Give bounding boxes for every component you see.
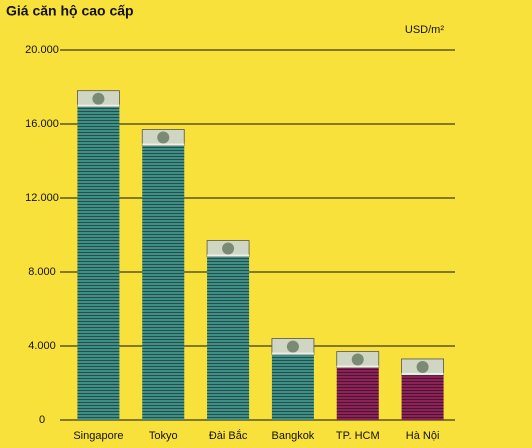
unit-label: USD/m² (405, 24, 444, 36)
bar-stripes (336, 367, 379, 420)
y-tick-label: 4.000 (28, 340, 56, 352)
chart-title: Giá căn hộ cao cấp (6, 3, 134, 19)
banknote-edge (142, 143, 185, 146)
x-tick-label: Bangkok (272, 430, 315, 442)
banknote (77, 90, 120, 108)
banknote-edge (77, 104, 120, 107)
banknote (206, 240, 250, 257)
y-tick-label: 0 (39, 414, 45, 426)
y-tick-label: 12.000 (25, 192, 59, 204)
banknote-edge (207, 254, 250, 257)
y-tick-label: 8.000 (28, 266, 56, 278)
banknote-portrait (416, 360, 429, 373)
y-tick-label: 20.000 (25, 44, 59, 56)
y-tick-label: 16.000 (25, 118, 59, 130)
bar-stripes (207, 256, 250, 420)
bar-stripes (271, 354, 314, 420)
bar-stripes (142, 145, 185, 421)
banknote (401, 358, 444, 376)
banknote (271, 338, 315, 356)
x-tick-label: Tokyo (149, 430, 178, 442)
banknote-edge (336, 365, 379, 368)
banknote (336, 351, 380, 368)
banknote-portrait (286, 340, 299, 353)
x-tick-label: TP. HCM (336, 430, 380, 442)
x-tick-label: Singapore (73, 430, 123, 442)
banknote-portrait (351, 353, 364, 366)
x-tick-label: Đài Bắc (209, 429, 248, 442)
banknote-edge (401, 372, 444, 375)
banknote (141, 129, 185, 146)
bar-stripes (401, 374, 444, 420)
banknote-portrait (157, 131, 170, 144)
banknote-portrait (222, 242, 235, 255)
x-tick-label: Hà Nội (406, 430, 440, 442)
banknote-edge (271, 352, 314, 355)
banknote-portrait (92, 92, 105, 105)
bar-stripes (77, 106, 120, 420)
